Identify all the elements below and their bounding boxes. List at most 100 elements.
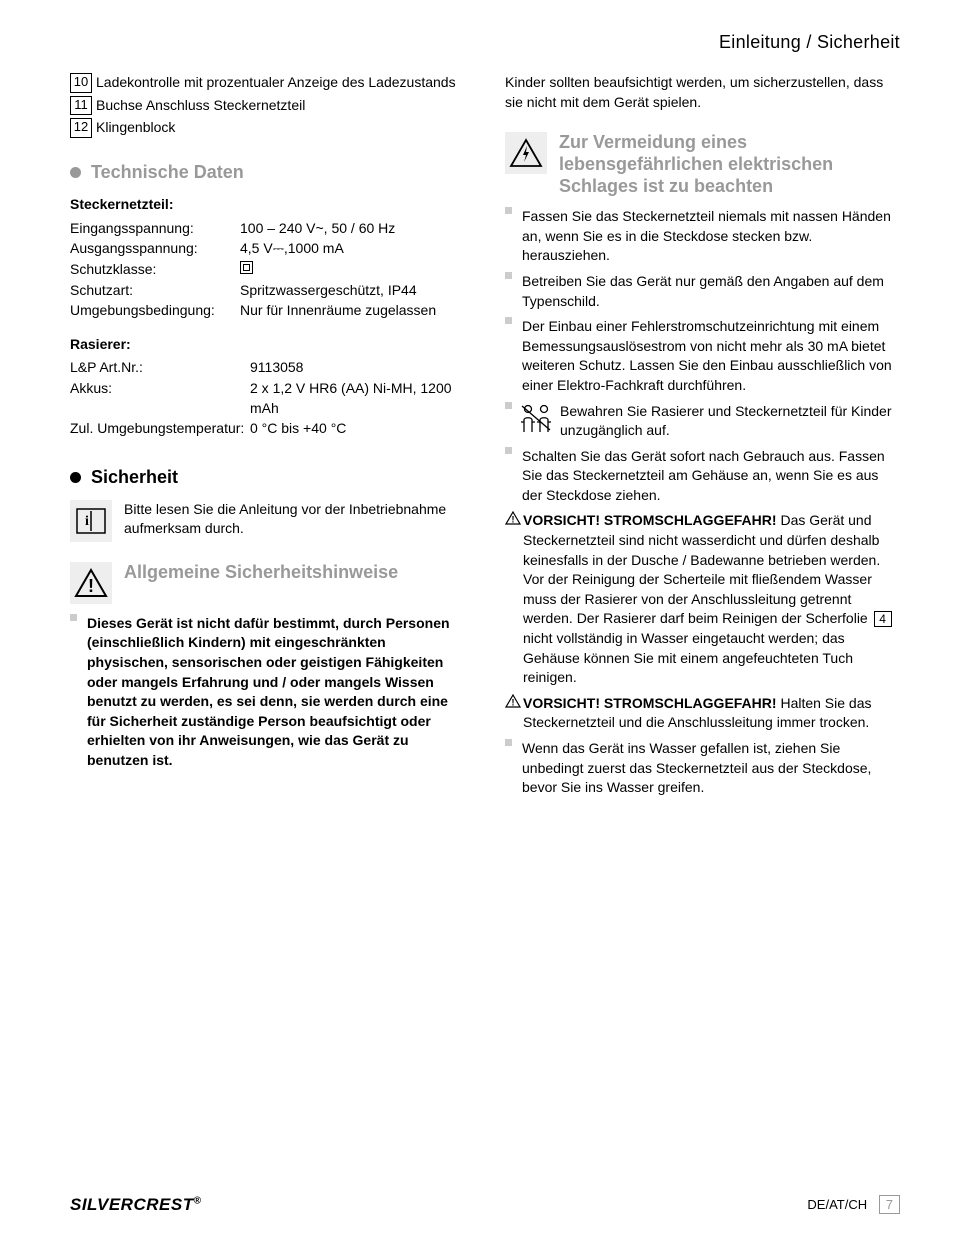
safety-title: Sicherheit bbox=[91, 465, 178, 490]
spec-label: Ausgangsspannung: bbox=[70, 239, 240, 259]
warning-triangle-icon: ! bbox=[70, 562, 112, 604]
spec-label: Schutzklasse: bbox=[70, 260, 240, 280]
class2-icon bbox=[240, 261, 253, 274]
water-bullet: Wenn das Gerät ins Wasser gefallen ist, … bbox=[505, 739, 900, 798]
keep-from-children: Bewahren Sie Rasierer und Steckernetztei… bbox=[505, 402, 900, 441]
general-safety-block: ! Allgemeine Sicherheitshinweise bbox=[70, 562, 465, 604]
vors2-head: VORSICHT! STROMSCHLAGGEFAHR! bbox=[523, 695, 777, 711]
shock-bullets: Fassen Sie das Steckernetzteil niemals m… bbox=[505, 207, 900, 395]
parts-list: 10Ladekontrolle mit prozentualer Anzeige… bbox=[70, 73, 465, 138]
bullet-icon bbox=[505, 207, 512, 214]
spec-label: Eingangsspannung: bbox=[70, 219, 240, 239]
children-supervise: Kinder sollten beaufsichtigt werden, um … bbox=[505, 73, 900, 112]
spec-label: Akkus: bbox=[70, 379, 250, 418]
bullet-text: Fassen Sie das Steckernetzteil niemals m… bbox=[522, 207, 900, 266]
vors1-post: nicht vollständig in Wasser eingetaucht … bbox=[523, 630, 853, 685]
spec-value: Nur für Innenräume zugelassen bbox=[240, 301, 465, 321]
bullet-icon bbox=[505, 739, 512, 746]
water-text: Wenn das Gerät ins Wasser gefallen ist, … bbox=[522, 739, 900, 798]
spec-value: Spritzwassergeschützt, IP44 bbox=[240, 281, 465, 301]
part-text: Klingenblock bbox=[96, 118, 465, 138]
bullet-icon bbox=[70, 167, 81, 178]
razor-specs: L&P Art.Nr.:9113058Akkus:2 x 1,2 V HR6 (… bbox=[70, 358, 465, 438]
svg-text:!: ! bbox=[512, 697, 515, 707]
ref-num-4: 4 bbox=[874, 611, 892, 627]
part-item: 12Klingenblock bbox=[70, 118, 465, 138]
shock-bullet: Betreiben Sie das Gerät nur gemäß den An… bbox=[505, 272, 900, 311]
part-item: 10Ladekontrolle mit prozentualer Anzeige… bbox=[70, 73, 465, 93]
page-footer: SILVERCREST® DE/AT/CH 7 bbox=[70, 1193, 900, 1217]
general-safety-title: Allgemeine Sicherheitshinweise bbox=[124, 562, 398, 584]
child-keep-text: Bewahren Sie Rasierer und Steckernetztei… bbox=[560, 402, 900, 441]
manual-icon: i bbox=[70, 500, 112, 542]
safety-bullet-1: Dieses Gerät ist nicht dafür bestimmt, d… bbox=[70, 614, 465, 771]
spec-label: Zul. Umgebungstemperatur: bbox=[70, 419, 250, 439]
psu-subhead: Steckernetzteil: bbox=[70, 195, 465, 215]
bullet-text: Der Einbau einer Fehlerstromschutzeinric… bbox=[522, 317, 900, 395]
after-use-bullet: Schalten Sie das Gerät sofort nach Gebra… bbox=[505, 447, 900, 506]
spec-value: 9113058 bbox=[250, 358, 465, 378]
spec-row: Zul. Umgebungstemperatur:0 °C bis +40 °C bbox=[70, 419, 465, 439]
spec-row: Schutzklasse: bbox=[70, 260, 465, 280]
part-item: 11Buchse Anschluss Steckernetzteil bbox=[70, 96, 465, 116]
spec-label: Umgebungsbedingung: bbox=[70, 301, 240, 321]
right-column: Kinder sollten beaufsichtigt werden, um … bbox=[505, 73, 900, 804]
bullet-icon bbox=[505, 402, 512, 409]
shock-bullet: Der Einbau einer Fehlerstromschutzeinric… bbox=[505, 317, 900, 395]
bullet-icon bbox=[505, 447, 512, 454]
read-manual-block: i Bitte lesen Sie die Anleitung vor der … bbox=[70, 500, 465, 542]
bullet-icon bbox=[70, 614, 77, 621]
vors1-pre: Das Gerät und Steckernetzteil sind nicht… bbox=[523, 512, 880, 626]
tech-title: Technische Daten bbox=[91, 160, 244, 185]
spec-row: Akkus:2 x 1,2 V HR6 (AA) Ni-MH, 1200 mAh bbox=[70, 379, 465, 418]
bullet-icon bbox=[70, 472, 81, 483]
brand-logo: SILVERCREST® bbox=[70, 1193, 201, 1217]
part-number: 12 bbox=[70, 118, 92, 138]
bullet-icon bbox=[505, 317, 512, 324]
vorsicht-1-text: VORSICHT! STROMSCHLAGGEFAHR! Das Gerät u… bbox=[523, 511, 900, 687]
shock-triangle-icon bbox=[505, 132, 547, 174]
part-text: Buchse Anschluss Steckernetzteil bbox=[96, 96, 465, 116]
vors1-head: VORSICHT! STROMSCHLAGGEFAHR! bbox=[523, 512, 777, 528]
page-number: 7 bbox=[879, 1195, 900, 1214]
warning-icon: ! bbox=[505, 511, 521, 525]
spec-row: Umgebungsbedingung:Nur für Innenräume zu… bbox=[70, 301, 465, 321]
spec-value: 0 °C bis +40 °C bbox=[250, 419, 465, 439]
safety-heading: Sicherheit bbox=[70, 465, 465, 490]
part-number: 11 bbox=[70, 96, 92, 116]
spec-value bbox=[240, 260, 465, 280]
warning-icon: ! bbox=[505, 694, 521, 708]
read-text: Bitte lesen Sie die Anleitung vor der In… bbox=[124, 500, 465, 539]
razor-subhead: Rasierer: bbox=[70, 335, 465, 355]
part-number: 10 bbox=[70, 73, 92, 93]
shock-title: Zur Vermeidung eines lebensgefährlichen … bbox=[559, 132, 900, 197]
vorsicht-1: ! VORSICHT! STROMSCHLAGGEFAHR! Das Gerät… bbox=[505, 511, 900, 687]
bullet-text: Betreiben Sie das Gerät nur gemäß den An… bbox=[522, 272, 900, 311]
spec-row: Ausgangsspannung:4,5 V⎓,1000 mA bbox=[70, 239, 465, 259]
left-column: 10Ladekontrolle mit prozentualer Anzeige… bbox=[70, 73, 465, 804]
after-use-text: Schalten Sie das Gerät sofort nach Gebra… bbox=[522, 447, 900, 506]
tech-data-heading: Technische Daten bbox=[70, 160, 465, 185]
shock-warning-block: Zur Vermeidung eines lebensgefährlichen … bbox=[505, 132, 900, 197]
page-header: Einleitung / Sicherheit bbox=[70, 30, 900, 55]
spec-value: 4,5 V⎓,1000 mA bbox=[240, 239, 465, 259]
spec-value: 100 – 240 V~, 50 / 60 Hz bbox=[240, 219, 465, 239]
footer-right: DE/AT/CH 7 bbox=[807, 1196, 900, 1214]
spec-row: Schutzart:Spritzwassergeschützt, IP44 bbox=[70, 281, 465, 301]
psu-specs: Eingangsspannung:100 – 240 V~, 50 / 60 H… bbox=[70, 219, 465, 321]
spec-row: Eingangsspannung:100 – 240 V~, 50 / 60 H… bbox=[70, 219, 465, 239]
spec-label: Schutzart: bbox=[70, 281, 240, 301]
shock-bullet: Fassen Sie das Steckernetzteil niemals m… bbox=[505, 207, 900, 266]
spec-value: 2 x 1,2 V HR6 (AA) Ni-MH, 1200 mAh bbox=[250, 379, 465, 418]
svg-text:!: ! bbox=[88, 576, 94, 596]
child-lock-icon bbox=[518, 402, 560, 441]
locale: DE/AT/CH bbox=[807, 1197, 867, 1212]
spec-label: L&P Art.Nr.: bbox=[70, 358, 250, 378]
svg-text:i: i bbox=[85, 514, 89, 529]
vorsicht-2-text: VORSICHT! STROMSCHLAGGEFAHR! Halten Sie … bbox=[523, 694, 900, 733]
spec-row: L&P Art.Nr.:9113058 bbox=[70, 358, 465, 378]
safety-text: Dieses Gerät ist nicht dafür bestimmt, d… bbox=[87, 614, 465, 771]
bullet-icon bbox=[505, 272, 512, 279]
vorsicht-2: ! VORSICHT! STROMSCHLAGGEFAHR! Halten Si… bbox=[505, 694, 900, 733]
content-columns: 10Ladekontrolle mit prozentualer Anzeige… bbox=[70, 73, 900, 804]
